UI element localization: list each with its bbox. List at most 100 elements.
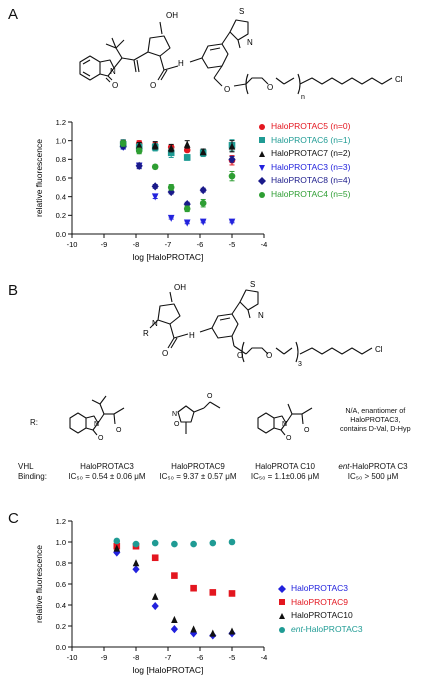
chart-a-point-series4 — [199, 186, 207, 195]
chart-a-xtick-label: -4 — [261, 240, 268, 249]
chart-c-point-series0 — [151, 601, 159, 611]
chart-a-point-series1 — [183, 154, 191, 161]
label-n-sub: n — [301, 94, 305, 100]
chart-c-point-series2 — [228, 627, 236, 635]
compound-halo9-name: HaloPROTAC9 — [171, 462, 225, 471]
panel-a-structure: OH S N N O O H O O n Cl — [79, 7, 403, 100]
r-groups: N O O O N O N O O — [69, 393, 313, 442]
chart-c-point-series1 — [209, 589, 217, 596]
chart-c-y-axis-label: relative fluorescence — [34, 545, 44, 623]
chart-a-ytick-label: 0.6 — [56, 174, 66, 183]
compound-ent-prefix: ent — [338, 462, 350, 471]
chart-a-ytick-label: 0.4 — [56, 192, 66, 201]
chart-c-point-series0 — [132, 565, 140, 574]
chart-c-xtick-label: -7 — [165, 653, 172, 662]
label-b-o1: O — [237, 351, 243, 360]
legend-label-c-halo10: HaloPROTAC10 — [291, 610, 353, 621]
label-b-cl: Cl — [375, 345, 383, 354]
legend-label-halo3: HaloPROTAC3 (n=3) — [271, 161, 351, 172]
legend-ent-prefix: ent — [291, 623, 303, 634]
chart-c-xtick-label: -8 — [133, 653, 140, 662]
label-b-n-thiazole: N — [258, 311, 264, 320]
chart-c-xtick-label: -9 — [101, 653, 108, 662]
chart-c-point-series3 — [190, 540, 197, 548]
label-nh: H — [178, 59, 184, 68]
legend-item-c-halo9: HaloPROTAC9 — [278, 596, 363, 610]
legend-label-c-ent-halo3: ent-HaloPROTAC3 — [291, 623, 363, 637]
legend-item-halo5: HaloPROTAC5 (n=0) — [258, 120, 350, 134]
chart-c-point-series2 — [209, 629, 217, 637]
chart-c-ytick-label: 0.0 — [56, 643, 66, 652]
legend-item-halo4: HaloPROTAC4 (n=5) — [258, 188, 350, 202]
chart-c-ytick-label: 0.4 — [56, 601, 66, 610]
legend-label-c-halo9: HaloPROTAC9 — [291, 596, 348, 607]
chart-c-point-series3 — [132, 540, 140, 548]
chart-a-xtick-label: -8 — [133, 240, 140, 249]
chart-c-point-series3 — [209, 539, 217, 547]
label-b-o-amide: O — [162, 349, 168, 358]
panel-b-structure: OH S N N R O H O O 3 Cl — [143, 280, 383, 368]
label-b-n: N — [152, 319, 158, 328]
chart-c-x-axis-label: log [HaloPROTAC] — [133, 665, 204, 675]
chart-a-point-series3 — [151, 193, 159, 201]
chart-a-ytick-label: 1.0 — [56, 136, 66, 145]
r3-n: N — [282, 421, 287, 428]
legend-label-halo5: HaloPROTAC5 (n=0) — [271, 121, 351, 131]
panel-c-letter: C — [8, 510, 19, 527]
ent-note-line3: contains D-Val, D-Hyp — [340, 424, 411, 433]
label-o-amide1: O — [112, 81, 118, 90]
chart-c-point-series1 — [171, 572, 178, 579]
chart-c-point-series2 — [151, 592, 159, 600]
chart-c-point-series2 — [190, 625, 197, 633]
chart-c-xtick-label: -10 — [67, 653, 78, 662]
r1-n: N — [94, 421, 99, 428]
label-b-o2: O — [266, 351, 272, 360]
legend-label-halo7: HaloPROTAC7 (n=2) — [271, 148, 351, 159]
chart-c-point-series0 — [170, 625, 178, 634]
ent-note: N/A, enantiomer of HaloPROTAC3, contains… — [340, 406, 411, 433]
chart-a-point-series5 — [167, 184, 175, 191]
vhl-label-line2: Binding: — [18, 472, 47, 481]
chart-a-point-series2 — [135, 141, 143, 149]
label-n: N — [110, 67, 116, 76]
compound-halo3-name: HaloPROTAC3 — [80, 462, 134, 471]
chart-a-y-axis-label: relative fluorescence — [34, 139, 44, 217]
chart-a-xtick-label: -6 — [197, 240, 204, 249]
compound-halo9-ic50: IC₅₀ = 9.37 ± 0.57 μM — [159, 472, 237, 481]
chart-a-point-series2 — [151, 141, 159, 149]
chart-a-point-series3 — [183, 219, 191, 227]
label-cl: Cl — [395, 75, 403, 84]
label-n-thiazole: N — [247, 38, 253, 47]
chart-c-ytick-label: 0.2 — [56, 622, 66, 631]
r3-o2: O — [304, 427, 310, 434]
legend-c: HaloPROTAC3 HaloPROTAC9 HaloPROTAC10 ent… — [278, 582, 363, 636]
legend-label-halo4: HaloPROTAC4 (n=5) — [271, 188, 351, 199]
panel-b-letter: B — [8, 282, 19, 299]
chart-a-point-series5 — [119, 140, 127, 147]
label-b-nh: H — [189, 331, 195, 340]
chart-c-ytick-label: 0.8 — [56, 559, 66, 568]
compound-ent-halo3-name: ent-HaloPROTA C3 — [328, 462, 418, 472]
r3-o: O — [286, 435, 292, 442]
chart-a-point-series3 — [228, 218, 236, 226]
panel-a-letter: A — [8, 6, 19, 23]
ent-note-line2: HaloPROTAC3, — [350, 415, 401, 424]
chart-c-point-series2 — [113, 544, 121, 552]
chart-a-ytick-label: 0.0 — [56, 230, 66, 239]
label-oh: OH — [166, 11, 178, 20]
chart-a-x-axis-label: log [HaloPROTAC] — [133, 252, 204, 262]
compound-halo3: HaloPROTAC3 IC₅₀ = 0.54 ± 0.06 μM — [62, 462, 152, 482]
label-b-r: R — [143, 329, 149, 338]
r2-o2: O — [207, 393, 213, 400]
chart-a-xtick-label: -5 — [229, 240, 236, 249]
chart-a-point-series2 — [183, 140, 191, 148]
chart-c-point-series2 — [132, 559, 140, 567]
chart-a-point-series2 — [167, 144, 175, 152]
chart-a-point-series2 — [199, 148, 207, 156]
r1-o2: O — [116, 427, 122, 434]
legend-item-c-ent-halo3: ent-HaloPROTAC3 — [278, 623, 363, 637]
label-o-linker: O — [224, 85, 230, 94]
label-s: S — [239, 7, 244, 16]
vhl-label-line1: VHL — [18, 462, 34, 471]
chart-c-ytick-label: 1.2 — [56, 517, 66, 526]
